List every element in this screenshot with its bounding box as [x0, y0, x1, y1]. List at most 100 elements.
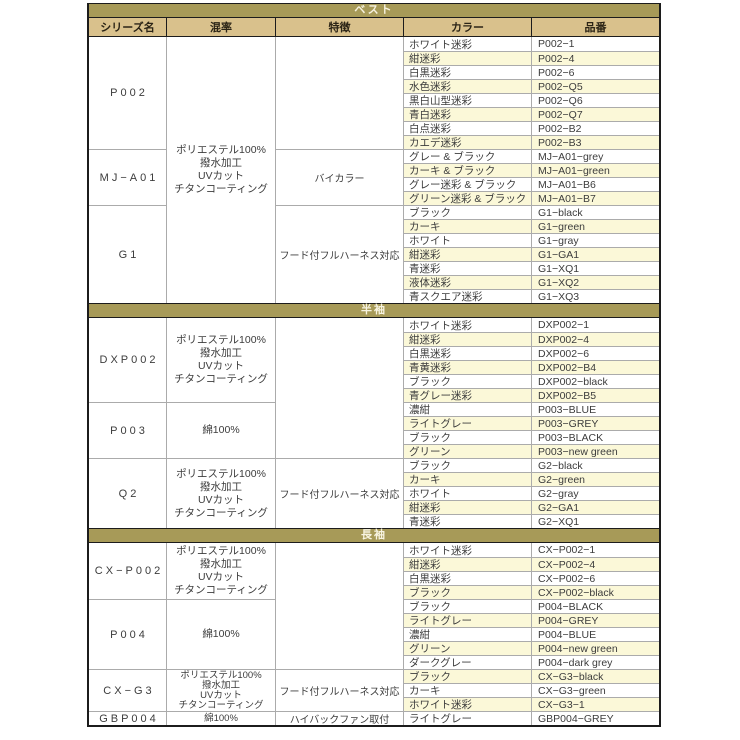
code-cell: G1−XQ3	[531, 289, 659, 303]
code-cell: P002−4	[531, 51, 659, 65]
color-cell: ライトグレー	[403, 416, 531, 430]
code-cell: P004−BLUE	[531, 627, 659, 641]
color-cell: ホワイト	[403, 486, 531, 500]
code-cell: G2−XQ1	[531, 514, 659, 528]
section-grid: DXP002 P003 Q2 ポリエステル100% 撥水加工 UVカット チタンコーテ…	[89, 318, 659, 528]
code-cell: P002−6	[531, 65, 659, 79]
color-cell: ダークグレー	[403, 655, 531, 669]
color-cell: 白点迷彩	[403, 121, 531, 135]
feature-cell	[275, 37, 403, 149]
series-cell: CX−P002	[94, 565, 164, 577]
color-cell: 紺迷彩	[403, 557, 531, 571]
code-cell: DXP002−6	[531, 346, 659, 360]
code-cell: G2−GA1	[531, 500, 659, 514]
color-cell: ホワイト迷彩	[403, 543, 531, 557]
code-cell: DXP002−1	[531, 318, 659, 332]
mix-cell: 綿100%	[166, 599, 275, 669]
section-title: 長袖	[89, 528, 659, 543]
series-cell: G1	[89, 205, 166, 303]
series-cell: P003	[89, 402, 166, 458]
color-cell: ブラック	[403, 205, 531, 219]
code-cell: P002−Q6	[531, 93, 659, 107]
color-cell: 青黄迷彩	[403, 360, 531, 374]
code-cell: MJ−A01−green	[531, 163, 659, 177]
code-cell: CX−P002−4	[531, 557, 659, 571]
mix-cell: ポリエステル100% 撥水加工 UVカット チタンコーティング	[166, 669, 275, 711]
code-cell: G1−black	[531, 205, 659, 219]
feature-cell: フード付フルハーネス対応	[275, 458, 403, 528]
color-cell: 青迷彩	[403, 514, 531, 528]
mix-cell: ポリエステル100% 撥水加工 UVカット チタンコーティング	[166, 458, 275, 528]
mix-cell: ポリエステル100% 撥水加工 UVカット チタンコーティング	[166, 37, 275, 303]
code-cell: P002−B3	[531, 135, 659, 149]
color-cell: グリーン	[403, 641, 531, 655]
series-cell: DXP002	[99, 354, 159, 366]
color-cell: 白黒迷彩	[403, 346, 531, 360]
series-cell: P004	[89, 599, 166, 669]
column-header: カラー	[403, 18, 531, 36]
color-cell: 青迷彩	[403, 261, 531, 275]
color-cell: ホワイト迷彩	[403, 697, 531, 711]
color-cell: ブラック	[403, 430, 531, 444]
color-cell: グリーン迷彩 & ブラック	[403, 191, 531, 205]
color-cell: 白黒迷彩	[403, 571, 531, 585]
mix-cell: ポリエステル100% 撥水加工 UVカット チタンコーティング	[166, 543, 275, 599]
color-cell: ホワイト迷彩	[403, 37, 531, 51]
code-cell: G1−XQ1	[531, 261, 659, 275]
color-cell: 紺迷彩	[403, 51, 531, 65]
color-cell: 紺迷彩	[403, 247, 531, 261]
code-cell: CX−P002−1	[531, 543, 659, 557]
code-cell: P003−GREY	[531, 416, 659, 430]
code-cell: P004−BLACK	[531, 599, 659, 613]
color-cell: カーキ	[403, 219, 531, 233]
color-cell: カーキ	[403, 472, 531, 486]
color-cell: ホワイト	[403, 233, 531, 247]
code-cell: P002−Q5	[531, 79, 659, 93]
mix-cell: 綿100%	[166, 711, 275, 725]
series-cell: Q2	[89, 458, 166, 528]
code-cell: GBP004−GREY	[531, 711, 659, 725]
code-cell: DXP002−B5	[531, 388, 659, 402]
color-cell: ブラック	[403, 458, 531, 472]
color-cell: グレー迷彩 & ブラック	[403, 177, 531, 191]
code-cell: G1−gray	[531, 233, 659, 247]
color-cell: ブラック	[403, 669, 531, 683]
code-cell: DXP002−4	[531, 332, 659, 346]
mix-cell: 綿100%	[166, 402, 275, 458]
color-cell: 紺迷彩	[403, 332, 531, 346]
color-cell: ブラック	[403, 374, 531, 388]
color-cell: ライトグレー	[403, 613, 531, 627]
color-cell: ブラック	[403, 599, 531, 613]
code-cell: DXP002−B4	[531, 360, 659, 374]
code-cell: CX−P002−6	[531, 571, 659, 585]
color-cell: 黒白山型迷彩	[403, 93, 531, 107]
column-header: シリーズ名	[100, 22, 155, 34]
series-cell: MJ−A01	[89, 149, 166, 205]
color-cell: 液体迷彩	[403, 275, 531, 289]
code-cell: G2−green	[531, 472, 659, 486]
column-header-row: シリーズ名 混率 特徴 カラー 品番	[89, 18, 659, 37]
color-cell: 濃紺	[403, 627, 531, 641]
code-cell: P002−B2	[531, 121, 659, 135]
series-cell: CX−G3	[89, 669, 166, 711]
feature-cell: フード付フルハーネス対応	[275, 205, 403, 303]
column-header: 品番	[531, 18, 659, 36]
color-cell: グレー & ブラック	[403, 149, 531, 163]
mix-cell: ポリエステル100% 撥水加工 UVカット チタンコーティング	[166, 318, 275, 402]
feature-cell: ハイバックファン取付	[275, 711, 403, 725]
code-cell: P004−GREY	[531, 613, 659, 627]
section-grid: CX−P002 P004 CX−G3 GBP004 ポリエステル100% 撥水加工 UV…	[89, 543, 659, 725]
code-cell: P004−new green	[531, 641, 659, 655]
code-cell: G2−gray	[531, 486, 659, 500]
code-cell: CX−P002−black	[531, 585, 659, 599]
color-cell: カーキ	[403, 683, 531, 697]
code-cell: P003−BLUE	[531, 402, 659, 416]
code-cell: P004−dark grey	[531, 655, 659, 669]
code-cell: CX−G3−1	[531, 697, 659, 711]
color-cell: 紺迷彩	[403, 500, 531, 514]
feature-cell	[275, 543, 403, 669]
feature-cell: バイカラー	[275, 149, 403, 205]
series-cell: GBP004	[89, 711, 166, 725]
section-title: ベスト	[89, 3, 659, 18]
color-cell: 水色迷彩	[403, 79, 531, 93]
